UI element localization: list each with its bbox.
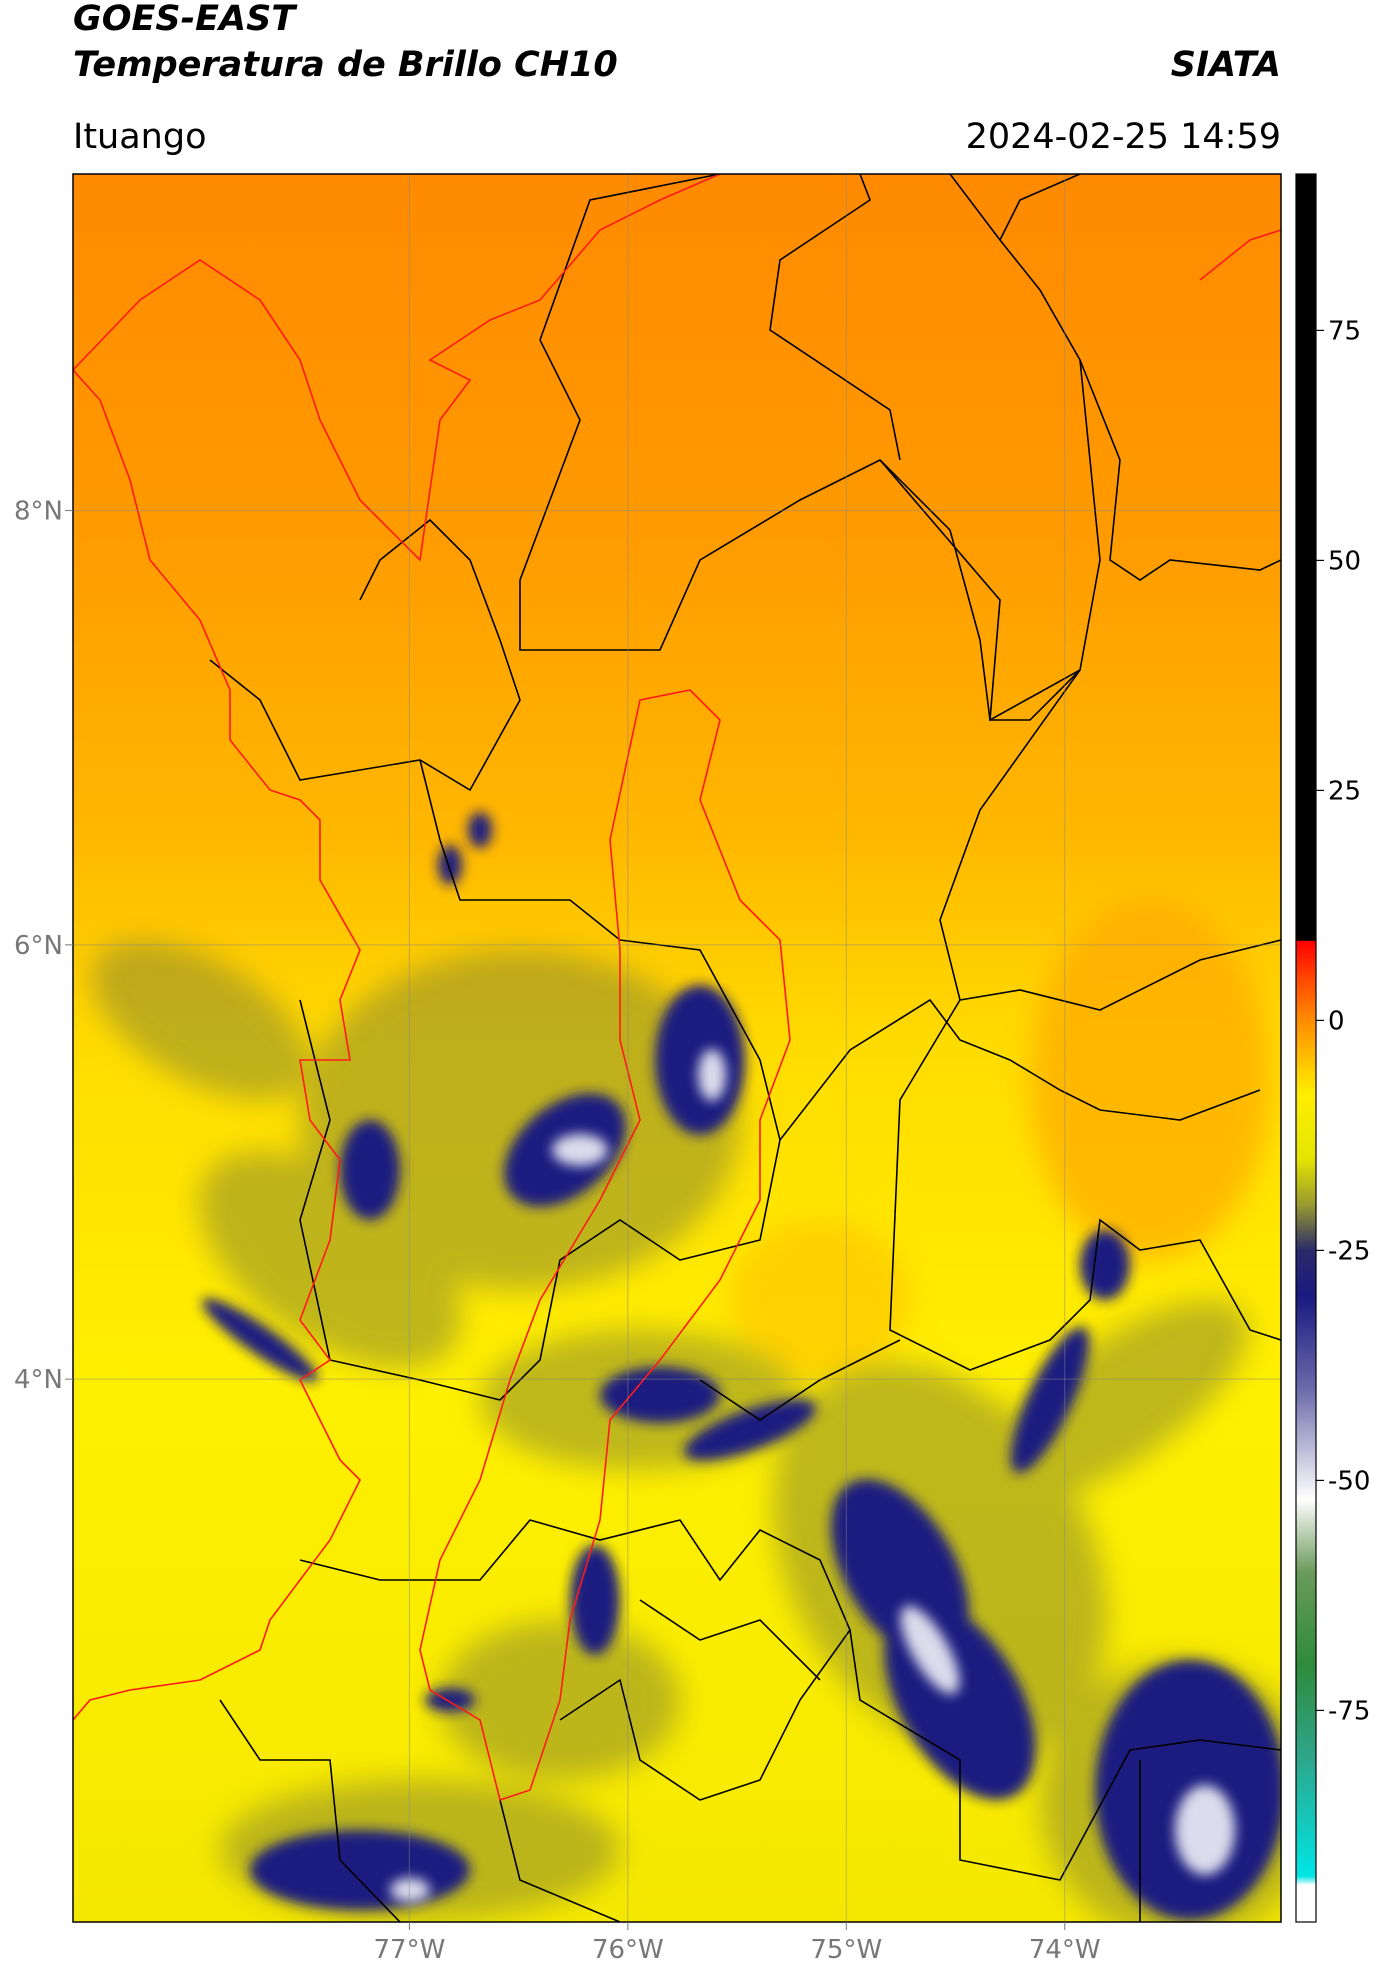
brand: SIATA: [1171, 45, 1281, 85]
satellite-image: [73, 174, 1281, 1922]
graticule: [73, 174, 1281, 1922]
datetime: 2024-02-25 14:59: [966, 117, 1281, 157]
colorbar-tick-label: -25: [1328, 1236, 1370, 1266]
location: Ituango: [73, 117, 207, 157]
colorbar-tick-label: 0: [1328, 1006, 1345, 1036]
y-tick-label: 8°N: [14, 497, 63, 527]
x-tick-label: 75°W: [810, 1935, 882, 1965]
colorbar-tick-label: 25: [1328, 776, 1361, 806]
colorbar-tick-label: 75: [1328, 316, 1361, 346]
subtitle: Temperatura de Brillo CH10: [73, 45, 618, 85]
title: GOES-EAST: [73, 0, 298, 39]
colorbar-tick-label: -50: [1328, 1466, 1370, 1496]
map-frame: [72, 173, 1282, 1923]
y-tick-label: 6°N: [14, 931, 63, 961]
colorbar: [1295, 173, 1317, 1923]
x-tick-label: 76°W: [592, 1935, 664, 1965]
x-tick-label: 77°W: [374, 1935, 446, 1965]
y-tick-label: 4°N: [14, 1365, 63, 1395]
colorbar-tick-label: 50: [1328, 546, 1361, 576]
x-tick-label: 74°W: [1029, 1935, 1101, 1965]
colorbar-tick-label: -75: [1328, 1696, 1370, 1726]
